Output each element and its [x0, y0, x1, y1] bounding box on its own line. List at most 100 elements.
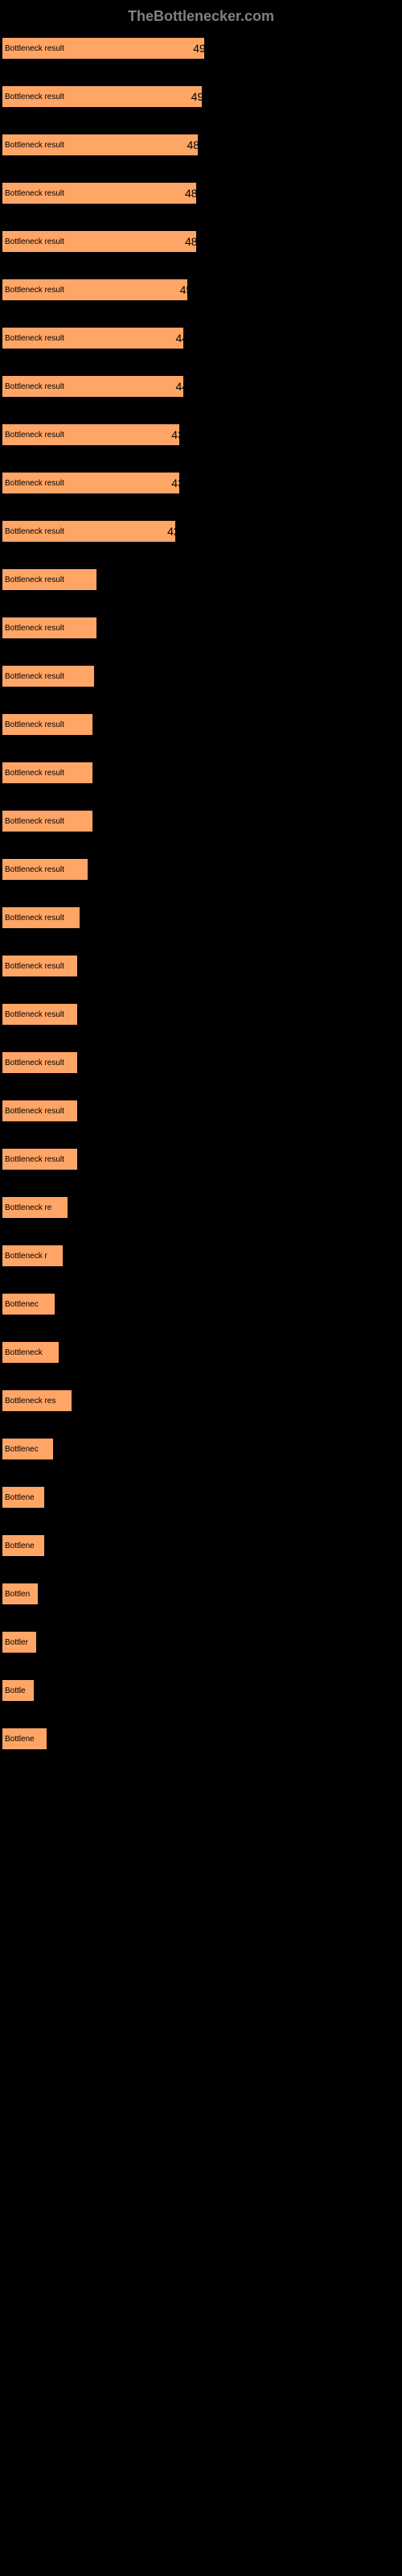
bar-group: Bottleneck re	[2, 1196, 209, 1219]
bar-label: Bottleneck result	[5, 1059, 64, 1067]
bar-label: Bottleneck result	[5, 672, 64, 681]
bar-label: Bottleneck result	[5, 1010, 64, 1019]
bar-label: Bottler	[5, 1638, 28, 1647]
bar-group: Bottleneck result49	[2, 37, 209, 60]
bar-group: Bottleneck result	[2, 906, 209, 929]
bar: Bottleneck result42	[2, 520, 176, 543]
bar-group: Bottleneck result 48	[2, 182, 209, 204]
bar-group: Bottleneck res	[2, 1389, 209, 1412]
bar: Bottleneck result	[2, 1003, 78, 1026]
bar: Bottleneck result 48	[2, 182, 197, 204]
bar-label: Bottlene	[5, 1542, 35, 1550]
site-header: TheBottlenecker.com	[0, 8, 402, 25]
bar: Bottleneck result43	[2, 423, 180, 446]
bar-group: Bottleneck result	[2, 617, 209, 639]
bar: Bottleneck result 48	[2, 230, 197, 253]
bar: Bottlen	[2, 1583, 39, 1605]
bar-label: Bottleneck	[5, 1348, 43, 1357]
bar: Bottleneck result	[2, 1148, 78, 1170]
bar: Bottleneck result	[2, 665, 95, 687]
bar-label: Bottlene	[5, 1493, 35, 1502]
bar-value: 48	[185, 235, 198, 248]
bar-label: Bottleneck result	[5, 479, 64, 488]
bar-group: Bottleneck result	[2, 665, 209, 687]
bar-group: Bottleneck result	[2, 568, 209, 591]
bar-group: Bottlen	[2, 1583, 209, 1605]
bar: Bottleneck	[2, 1341, 59, 1364]
bar: Bottlene	[2, 1486, 45, 1509]
bar-group: Bottleneck result43	[2, 472, 209, 494]
bar-label: Bottleneck re	[5, 1203, 51, 1212]
bar-group: Bottleneck r	[2, 1245, 209, 1267]
bar-group: Bottlene	[2, 1728, 209, 1750]
bar-label: Bottleneck result	[5, 962, 64, 971]
bar-group: Bottleneck	[2, 1341, 209, 1364]
bar-group: Bottleneck result 44	[2, 327, 209, 349]
bar: Bottlene	[2, 1534, 45, 1557]
bar: Bottlenec	[2, 1438, 54, 1460]
bar-group: Bottleneck result	[2, 1051, 209, 1074]
bar: Bottleneck re	[2, 1196, 68, 1219]
bar-group: Bottleneck result	[2, 1003, 209, 1026]
bar-value: 44	[175, 332, 188, 345]
bar-group: Bottleneck result 44	[2, 375, 209, 398]
bar-group: Bottleneck result	[2, 762, 209, 784]
bar: Bottleneck result	[2, 1051, 78, 1074]
bar-label: Bottleneck r	[5, 1252, 47, 1261]
bar: Bottlenec	[2, 1293, 55, 1315]
bar-group: Bottler	[2, 1631, 209, 1653]
bar: Bottleneck result	[2, 906, 80, 929]
bar-value: 42	[167, 525, 180, 538]
bar-group: Bottleneck result49	[2, 85, 209, 108]
bar: Bottleneck result 48	[2, 134, 199, 156]
bar-label: Bottleneck result	[5, 527, 64, 536]
bar-group: Bottleneck result 45	[2, 279, 209, 301]
bar-label: Bottleneck result	[5, 382, 64, 391]
bar-group: Bottleneck result 48	[2, 134, 209, 156]
bar: Bottleneck result45	[2, 279, 188, 301]
bar-group: Bottleneck result	[2, 1100, 209, 1122]
bar-value: 45	[180, 283, 193, 296]
bar: Bottleneck result	[2, 713, 93, 736]
bar-group: Bottlenec	[2, 1438, 209, 1460]
bar-value: 49	[193, 42, 206, 55]
bar-label: Bottleneck result	[5, 237, 64, 246]
bar-group: Bottleneck result 42	[2, 520, 209, 543]
bar-label: Bottleneck result	[5, 817, 64, 826]
bar: Bottleneck result49	[2, 37, 205, 60]
bar-label: Bottleneck result	[5, 914, 64, 923]
bar-group: Bottlene	[2, 1534, 209, 1557]
bar-label: Bottleneck result	[5, 286, 64, 295]
bar-label: Bottleneck result	[5, 1107, 64, 1116]
bar: Bottleneck result	[2, 762, 93, 784]
bar-label: Bottlenec	[5, 1445, 39, 1454]
bar-group: Bottlene	[2, 1486, 209, 1509]
bar: Bottle	[2, 1679, 35, 1702]
bar-value: 48	[185, 187, 198, 200]
bar-label: Bottleneck result	[5, 93, 64, 101]
bar-label: Bottleneck result	[5, 624, 64, 633]
bar: Bottleneck result	[2, 568, 97, 591]
bar-group: Bottleneck result	[2, 1148, 209, 1170]
bar-value: 48	[187, 138, 200, 151]
bar: Bottlene	[2, 1728, 47, 1750]
bar-group: Bottleneck result 48	[2, 230, 209, 253]
bar-group: Bottle	[2, 1679, 209, 1702]
bar-label: Bottleneck result	[5, 334, 64, 343]
bar-group: Bottleneck result	[2, 810, 209, 832]
bar-label: Bottleneck res	[5, 1397, 55, 1406]
bar-label: Bottleneck result	[5, 865, 64, 874]
bar-value: 44	[175, 380, 188, 393]
bar: Bottleneck result43	[2, 472, 180, 494]
bar-label: Bottleneck result	[5, 1155, 64, 1164]
bar-value: 43	[171, 428, 184, 441]
bar: Bottleneck result44	[2, 327, 184, 349]
bar: Bottleneck r	[2, 1245, 64, 1267]
bar: Bottleneck result	[2, 810, 93, 832]
bar-label: Bottleneck result	[5, 769, 64, 778]
bar: Bottleneck result	[2, 858, 88, 881]
bar-label: Bottleneck result	[5, 189, 64, 198]
bar: Bottleneck result	[2, 617, 97, 639]
bar: Bottleneck result44	[2, 375, 184, 398]
bar-label: Bottleneck result	[5, 141, 64, 150]
